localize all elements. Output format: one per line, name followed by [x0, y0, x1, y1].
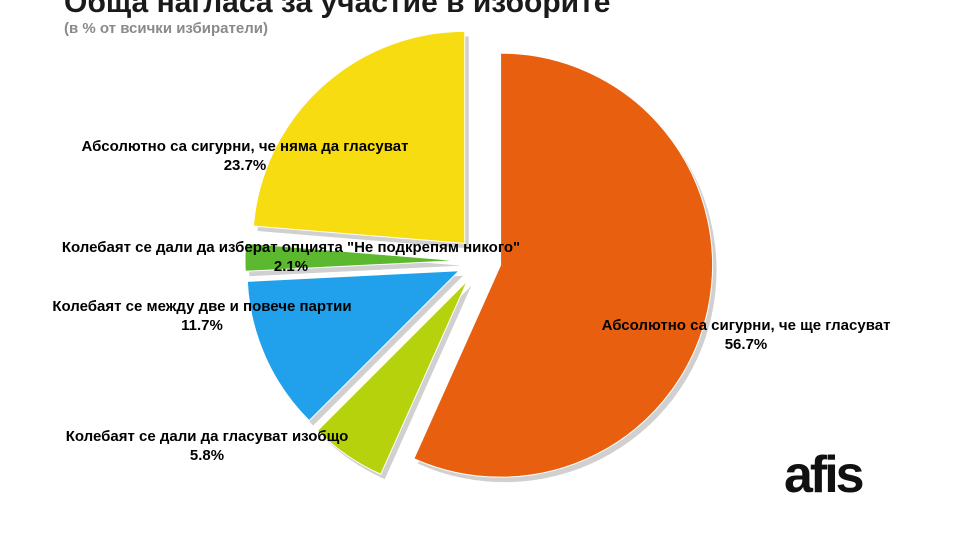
slice-value-3: 11.7% — [181, 317, 223, 334]
chart-title: Обща нагласа за участие в изборите — [64, 0, 611, 19]
pie-slice-5 — [252, 30, 466, 244]
slice-value-4: 2.1% — [274, 258, 308, 275]
slice-value-5: 23.7% — [224, 157, 267, 174]
afis-logo: afis — [784, 448, 866, 504]
chart-subtitle: (в % от всички избиратели) — [64, 20, 268, 37]
slice-label-4: Колебаят се дали да изберат опцията "Не … — [62, 239, 520, 256]
pie-slice-2 — [316, 280, 468, 475]
slice-label-3: Колебаят се между две и повече партии — [52, 298, 351, 315]
slice-label-1: Абсолютно са сигурни, че ще гласуват — [602, 317, 891, 334]
slice-value-2: 5.8% — [190, 447, 224, 464]
pie-slice-3 — [246, 270, 461, 422]
slice-labels: Абсолютно са сигурни, че ще гласуват 56.7… — [52, 138, 890, 464]
pie-slice-1 — [413, 52, 714, 478]
logo-text: afis — [784, 448, 863, 504]
slice-label-5: Абсолютно са сигурни, че няма да гласува… — [82, 138, 409, 155]
pie-slices — [244, 30, 717, 483]
pie-slice-4 — [244, 242, 458, 272]
slice-label-2: Колебаят се дали да гласуват изобщо — [66, 428, 349, 445]
slice-value-1: 56.7% — [725, 336, 768, 353]
